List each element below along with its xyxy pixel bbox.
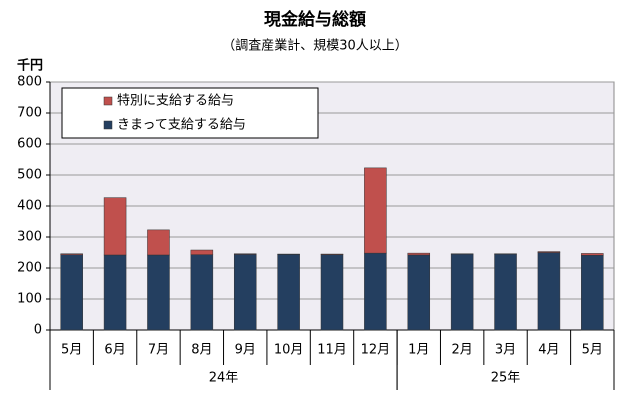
bar-segment — [537, 252, 561, 331]
x-tick-label: 8月 — [191, 343, 212, 358]
bar-segment — [277, 254, 300, 331]
x-tick-label: 2月 — [452, 343, 473, 358]
bar-segment — [494, 253, 517, 331]
bar-segment — [407, 254, 431, 331]
chart-title: 現金給与総額 — [264, 9, 366, 30]
y-tick-label: 700 — [17, 106, 42, 121]
chart-subtitle: （調査産業計、規模30人以上） — [222, 38, 408, 54]
y-tick-label: 400 — [17, 199, 42, 214]
bar-segment — [581, 253, 604, 256]
y-tick-label: 100 — [17, 292, 42, 307]
bar-segment — [320, 253, 344, 255]
bar-segment — [320, 254, 344, 331]
x-tick-label: 5月 — [582, 343, 603, 358]
bar-segment — [233, 253, 257, 255]
bar-segment — [190, 254, 214, 331]
x-tick-label: 12月 — [361, 343, 391, 358]
bar-segment — [364, 167, 387, 254]
legend-swatch — [103, 120, 113, 130]
bar-segment — [103, 197, 127, 256]
bar-segment — [537, 251, 561, 253]
bar-segment — [407, 252, 431, 256]
x-tick-label: 9月 — [235, 343, 256, 358]
bar-segment — [233, 254, 257, 331]
bar-segment — [103, 254, 127, 331]
bar-segment — [581, 255, 604, 331]
legend-swatch — [103, 96, 113, 106]
x-tick-label: 5月 — [61, 343, 82, 358]
legend-label: 特別に支給する給与 — [117, 94, 234, 109]
y-tick-label: 200 — [17, 261, 42, 276]
bar-segment — [60, 254, 83, 331]
y-axis-label: 千円 — [17, 58, 43, 74]
legend — [61, 87, 319, 139]
x-tick-label: 11月 — [317, 343, 347, 358]
y-tick-label: 300 — [17, 230, 42, 245]
x-tick-label: 4月 — [538, 343, 559, 358]
bar-segment — [364, 252, 387, 331]
y-tick-label: 0 — [34, 323, 42, 338]
bar-segment — [60, 253, 83, 255]
bar-segment — [147, 254, 170, 331]
bar-segment — [450, 253, 474, 331]
bar-segment — [147, 229, 170, 256]
y-tick-label: 500 — [17, 168, 42, 183]
bar-segment — [190, 249, 214, 255]
x-tick-label: 1月 — [408, 343, 429, 358]
group-label: 25年 — [491, 371, 521, 386]
x-tick-label: 3月 — [495, 343, 516, 358]
x-tick-label: 7月 — [148, 343, 169, 358]
x-tick-label: 10月 — [274, 343, 304, 358]
group-label: 24年 — [209, 371, 239, 386]
x-tick-label: 6月 — [104, 343, 125, 358]
legend-label: きまって支給する給与 — [117, 118, 246, 133]
y-tick-label: 800 — [17, 75, 42, 90]
y-tick-label: 600 — [17, 137, 42, 152]
